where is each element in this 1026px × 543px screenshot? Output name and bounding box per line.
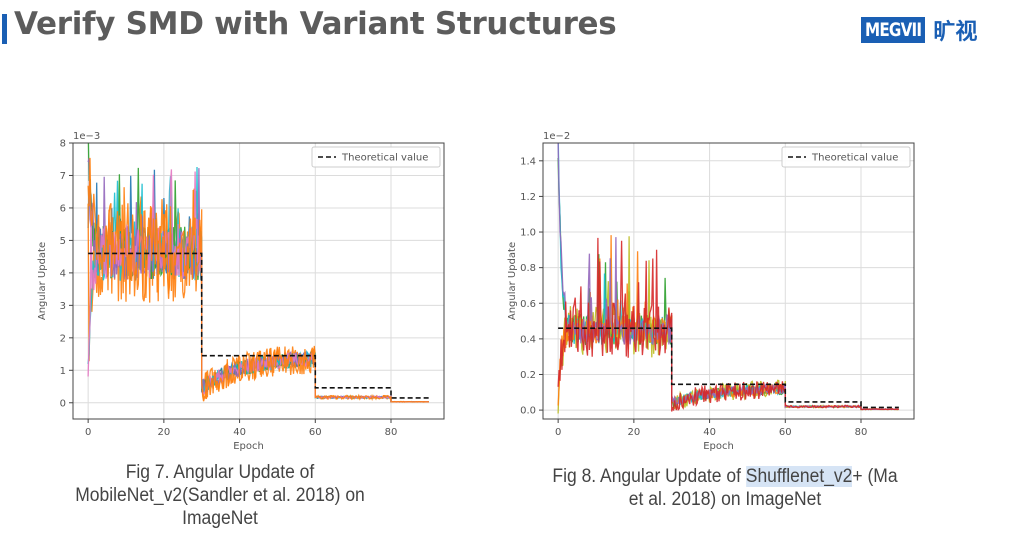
y-tick-label: 1.2 [520,192,536,203]
theoretical-value-line [558,327,899,409]
y-tick-label: 1 [60,366,66,377]
y-scale-label: 1e−3 [73,131,100,142]
x-tick-label: 20 [157,427,170,438]
slide-title: Verify SMD with Variant Structures [14,6,617,42]
caption-fig8-highlight[interactable]: Shufflenet_v2 [745,466,853,487]
x-tick-label: 0 [555,427,561,438]
caption-fig7: Fig 7. Angular Update of MobileNet_v2(Sa… [73,461,367,530]
y-tick-label: 0 [60,398,66,409]
y-tick-label: 0.0 [520,406,536,417]
y-axis-label: Angular Update [507,242,518,320]
legend: Theoretical value [781,146,911,168]
caption-fig8: Fig 8. Angular Update of Shufflenet_v2+ … [523,465,928,511]
y-tick-label: 3 [60,301,66,312]
series-line-4 [557,143,899,411]
x-tick-label: 80 [385,427,398,438]
caption-fig8-post: + (Ma [852,466,898,487]
legend: Theoretical value [311,146,441,168]
y-tick-label: 0.4 [520,334,536,345]
plot-frame [542,142,915,420]
x-tick-label: 20 [627,427,640,438]
y-tick-label: 1.0 [520,228,536,239]
y-tick-label: 1.4 [520,156,536,167]
y-tick-label: 8 [60,139,66,150]
logo-brand: MEGVII [861,17,926,43]
x-tick-label: 60 [309,427,322,438]
y-tick-label: 2 [60,333,66,344]
x-tick-label: 80 [855,427,868,438]
data-series-group [557,143,900,414]
series-line-2 [557,143,899,411]
x-tick-label: 0 [85,427,91,438]
legend-box [311,146,441,168]
y-tick-label: 5 [60,236,66,247]
caption-fig7-line1: Fig 7. Angular Update of [125,462,315,483]
legend-label: Theoretical value [341,153,428,164]
y-tick-label: 0.6 [520,299,536,310]
logo-chinese: 旷视 [933,20,978,45]
caption-fig7-line2: MobileNet_v2(Sandler et al. 2018) on [75,485,365,506]
chart-shufflenet: 0 20 40 60 80 0.0 0.2 0.4 0.6 0.8 1.0 1.2 1.4 1e−2 Epo… [507,131,915,452]
legend-label: Theoretical value [811,153,898,164]
chart-mobilenet: 0 20 40 60 80 0 1 2 3 4 5 6 7 8 1e−3 Epoch Angular Updat… [37,131,445,452]
caption-fig7-line3: ImageNet [182,508,258,529]
y-tick-label: 0.8 [520,263,536,274]
megvii-logo: MEGVII 旷视 [861,14,977,46]
y-scale-label: 1e−2 [543,131,570,142]
x-axis-label: Epoch [233,441,264,452]
x-tick-label: 60 [779,427,792,438]
title-accent-bar [2,14,7,44]
y-axis-label: Angular Update [37,242,48,320]
legend-box [781,146,911,168]
plot-frame [72,142,445,420]
series-line-5 [557,237,900,412]
y-tick-label: 7 [60,171,66,182]
caption-fig8-line2: et al. 2018) on ImageNet [628,489,822,510]
x-axis-label: Epoch [703,441,734,452]
x-tick-label: 40 [233,427,246,438]
y-tick-label: 6 [60,203,66,214]
x-tick-label: 40 [703,427,716,438]
y-tick-label: 0.2 [520,370,536,381]
caption-fig8-pre: Fig 8. Angular Update of [552,466,746,487]
theoretical-value-line [88,252,429,399]
y-tick-label: 4 [60,268,66,279]
